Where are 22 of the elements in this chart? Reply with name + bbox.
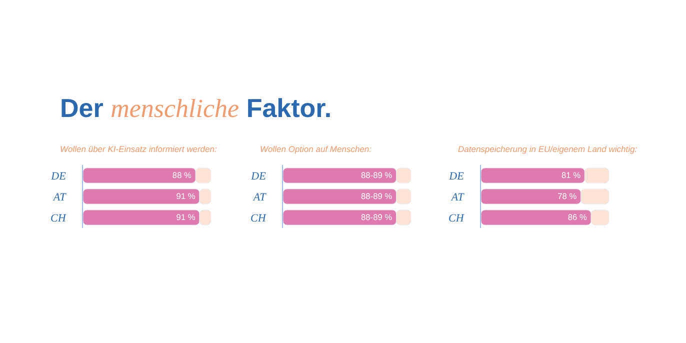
chart-subtitle: Datenspeicherung in EU/eigenem Land wichtig: xyxy=(458,144,638,154)
chart-subtitle: Wollen Option auf Menschen: xyxy=(260,144,372,154)
data-label: 91 % xyxy=(176,212,196,222)
data-label: 88-89 % xyxy=(361,190,393,201)
data-label: 78 % xyxy=(558,190,578,201)
y-tick-label: CH xyxy=(250,212,267,224)
chart-title: Der menschliche Faktor. xyxy=(60,93,332,123)
y-tick-label: AT xyxy=(252,191,267,204)
data-label: 86 % xyxy=(568,212,588,222)
y-tick-label: AT xyxy=(52,191,67,204)
chart-subtitle: Wollen über KI-Einsatz informiert werden: xyxy=(60,144,218,154)
data-label: 88-89 % xyxy=(361,170,393,180)
y-tick-label: DE xyxy=(448,170,464,182)
y-tick-label: DE xyxy=(250,170,266,182)
y-tick-label: AT xyxy=(450,191,465,204)
y-tick-label: CH xyxy=(50,212,67,224)
data-label: 88 % xyxy=(172,170,192,180)
data-label: 91 % xyxy=(176,190,196,201)
data-label: 81 % xyxy=(561,170,582,180)
y-tick-label: DE xyxy=(50,170,66,182)
data-label: 88-89 % xyxy=(361,212,393,222)
y-tick-label: CH xyxy=(448,212,465,224)
